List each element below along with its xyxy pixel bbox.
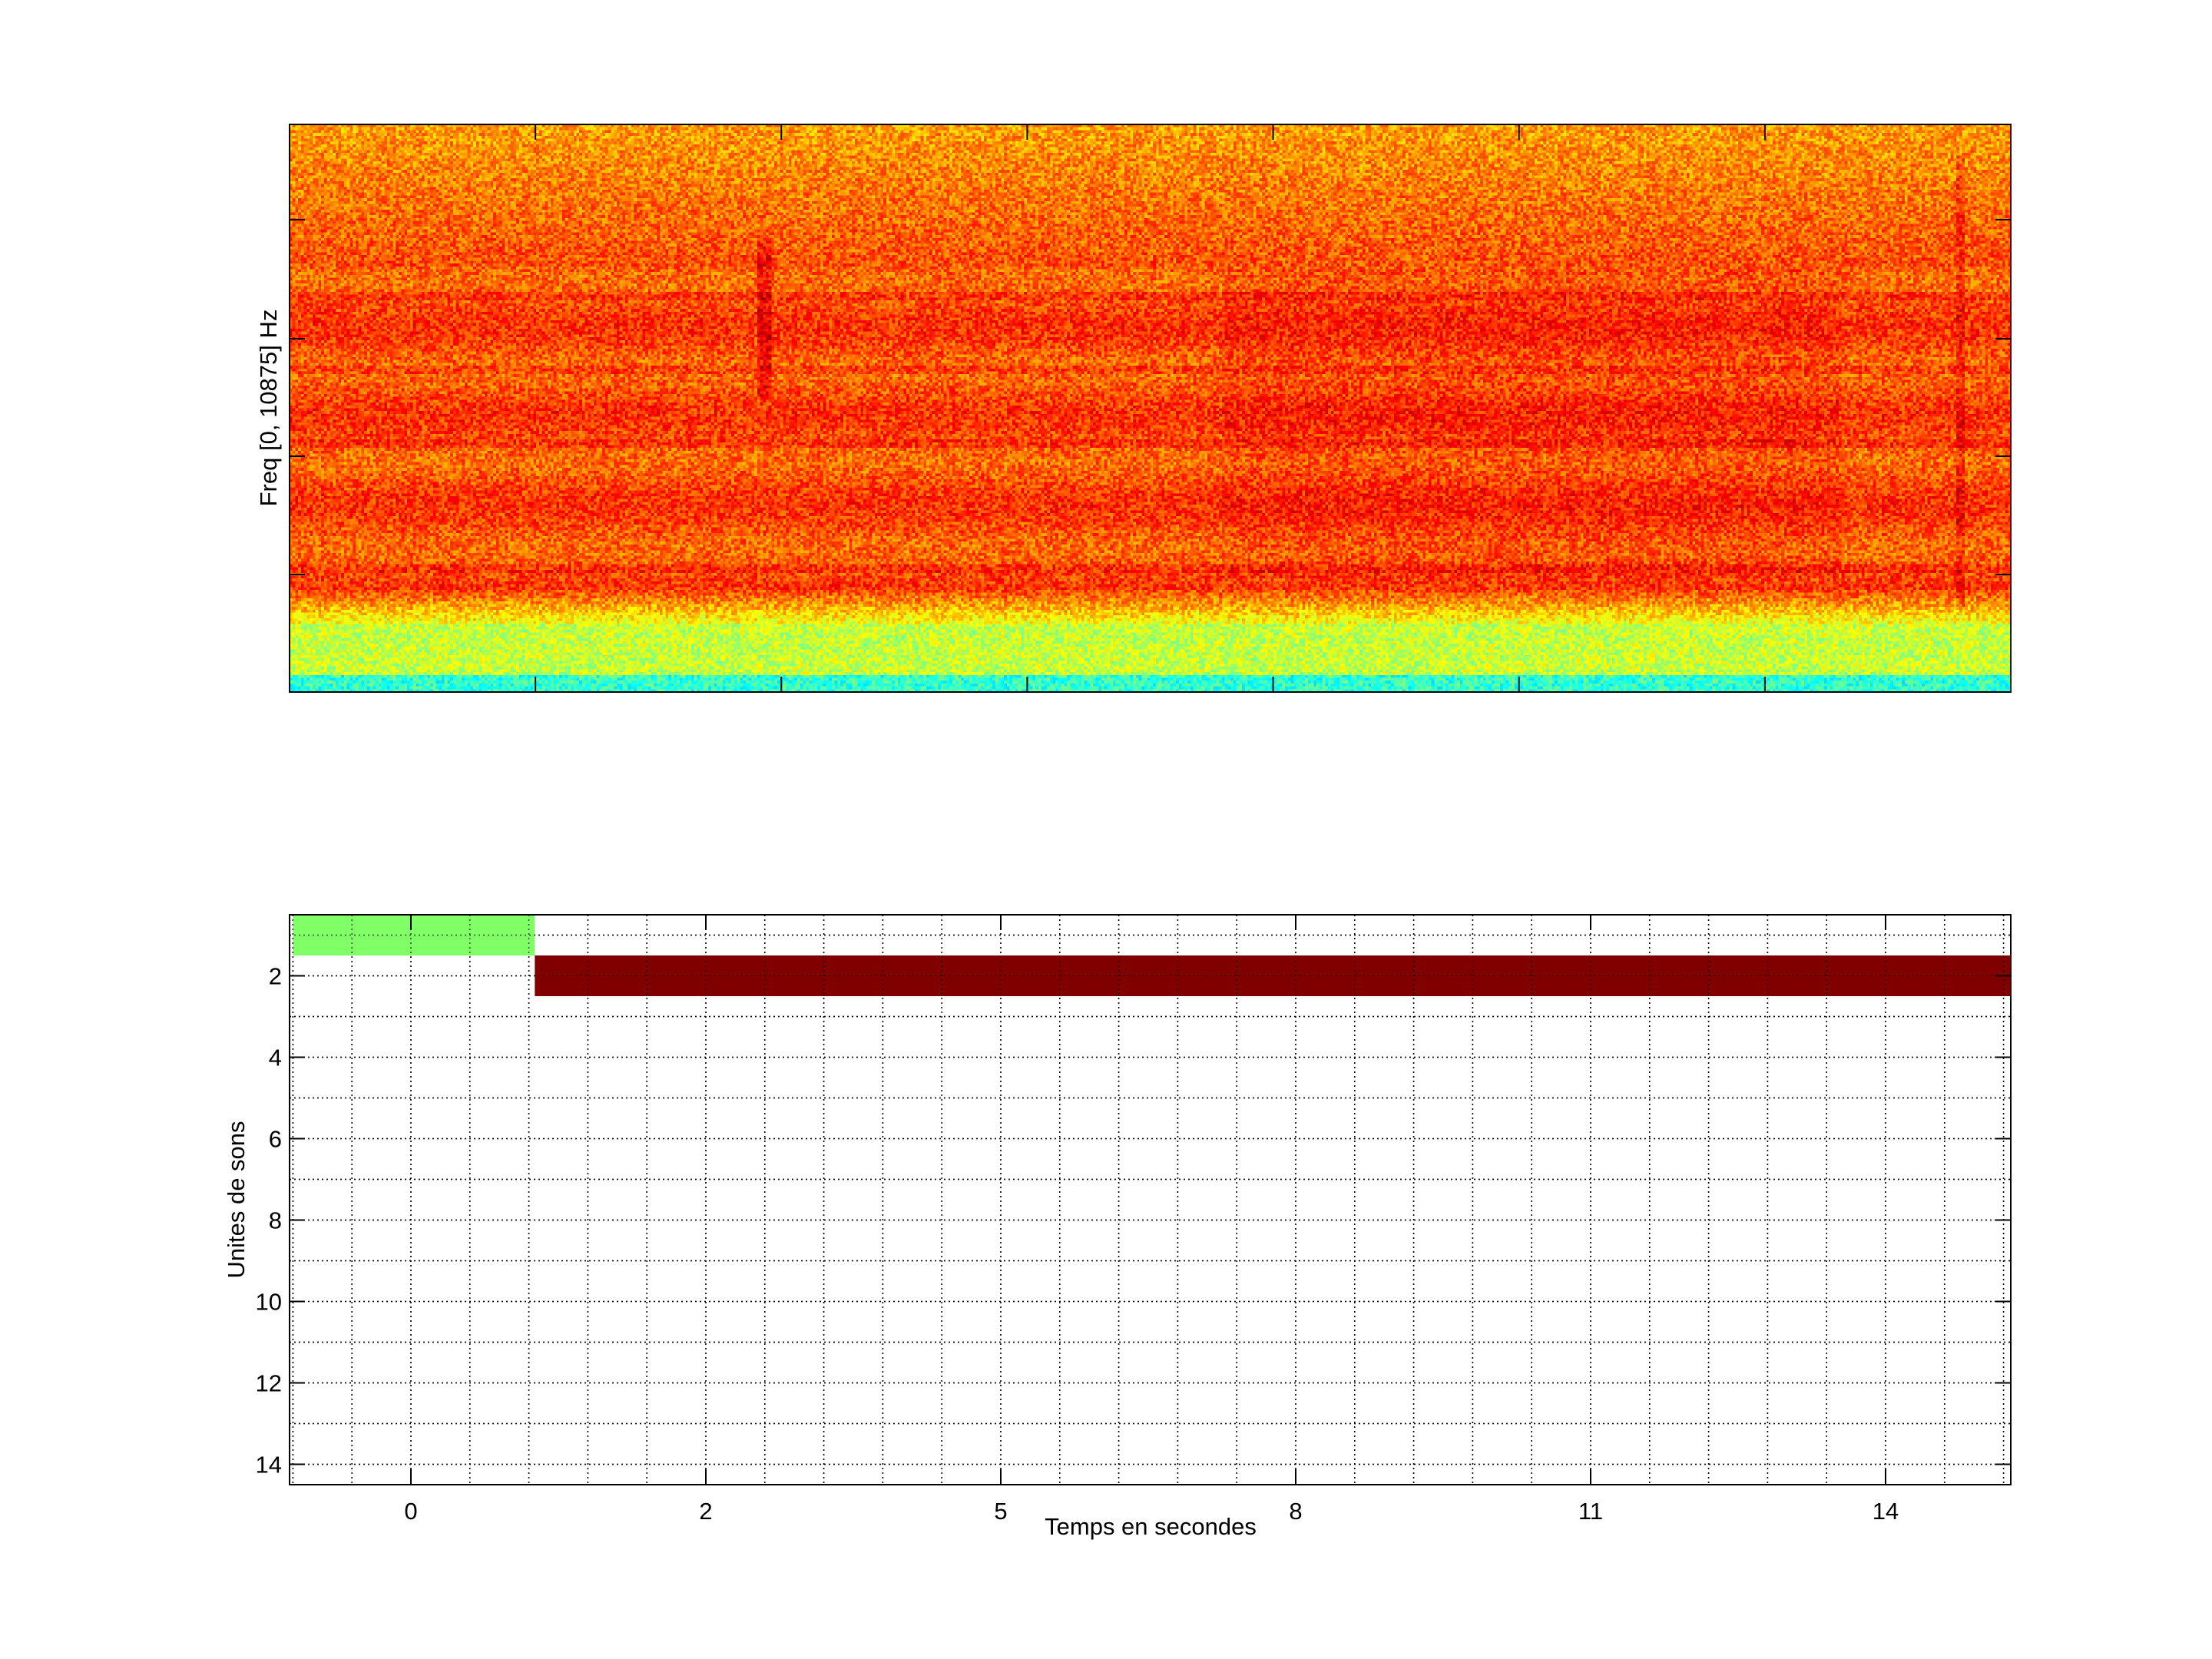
timeline-grid-overlay — [290, 915, 2011, 1485]
x-tick-label: 14 — [1873, 1498, 1899, 1525]
timeline-frame — [289, 914, 2012, 1485]
y-tick-label: 14 — [256, 1452, 282, 1479]
y-tick-label: 12 — [256, 1370, 282, 1397]
x-tick-label: 11 — [1578, 1498, 1603, 1525]
timeline-segments — [293, 915, 2011, 996]
x-tick-label: 2 — [699, 1498, 712, 1525]
y-tick-label: 10 — [256, 1289, 282, 1316]
y-tick-label: 2 — [269, 963, 282, 990]
spectrogram-axes: Freq [0, 10875] Hz — [255, 124, 2012, 693]
timeline-grid — [290, 915, 2011, 1485]
x-tick-label: 0 — [404, 1498, 417, 1525]
spectrogram-image — [290, 124, 2011, 692]
spectrogram-frame — [289, 124, 2012, 693]
timeline-y-tick-labels: 2 4 6 8 10 12 14 — [256, 963, 282, 1479]
timeline-ylabel: Unites de sons — [223, 1121, 250, 1278]
y-tick-label: 6 — [269, 1126, 282, 1153]
timeline-x-tick-labels: 0 2 5 8 11 14 — [404, 1498, 1899, 1525]
x-tick-label: 8 — [1289, 1498, 1302, 1525]
y-tick-label: 4 — [269, 1045, 282, 1071]
timeline-ticks — [290, 915, 2011, 1485]
spectrogram-ylabel: Freq [0, 10875] Hz — [255, 310, 282, 507]
segment-unit-1 — [293, 915, 535, 955]
x-tick-label: 5 — [994, 1498, 1007, 1525]
spectrogram-ticks — [290, 124, 2011, 692]
timeline-xlabel: Temps en secondes — [1045, 1513, 1257, 1540]
timeline-axes: 0 2 5 8 11 14 2 4 6 8 10 12 14 Temps en secondes Un… — [223, 914, 2012, 1540]
y-tick-label: 8 — [269, 1207, 282, 1234]
